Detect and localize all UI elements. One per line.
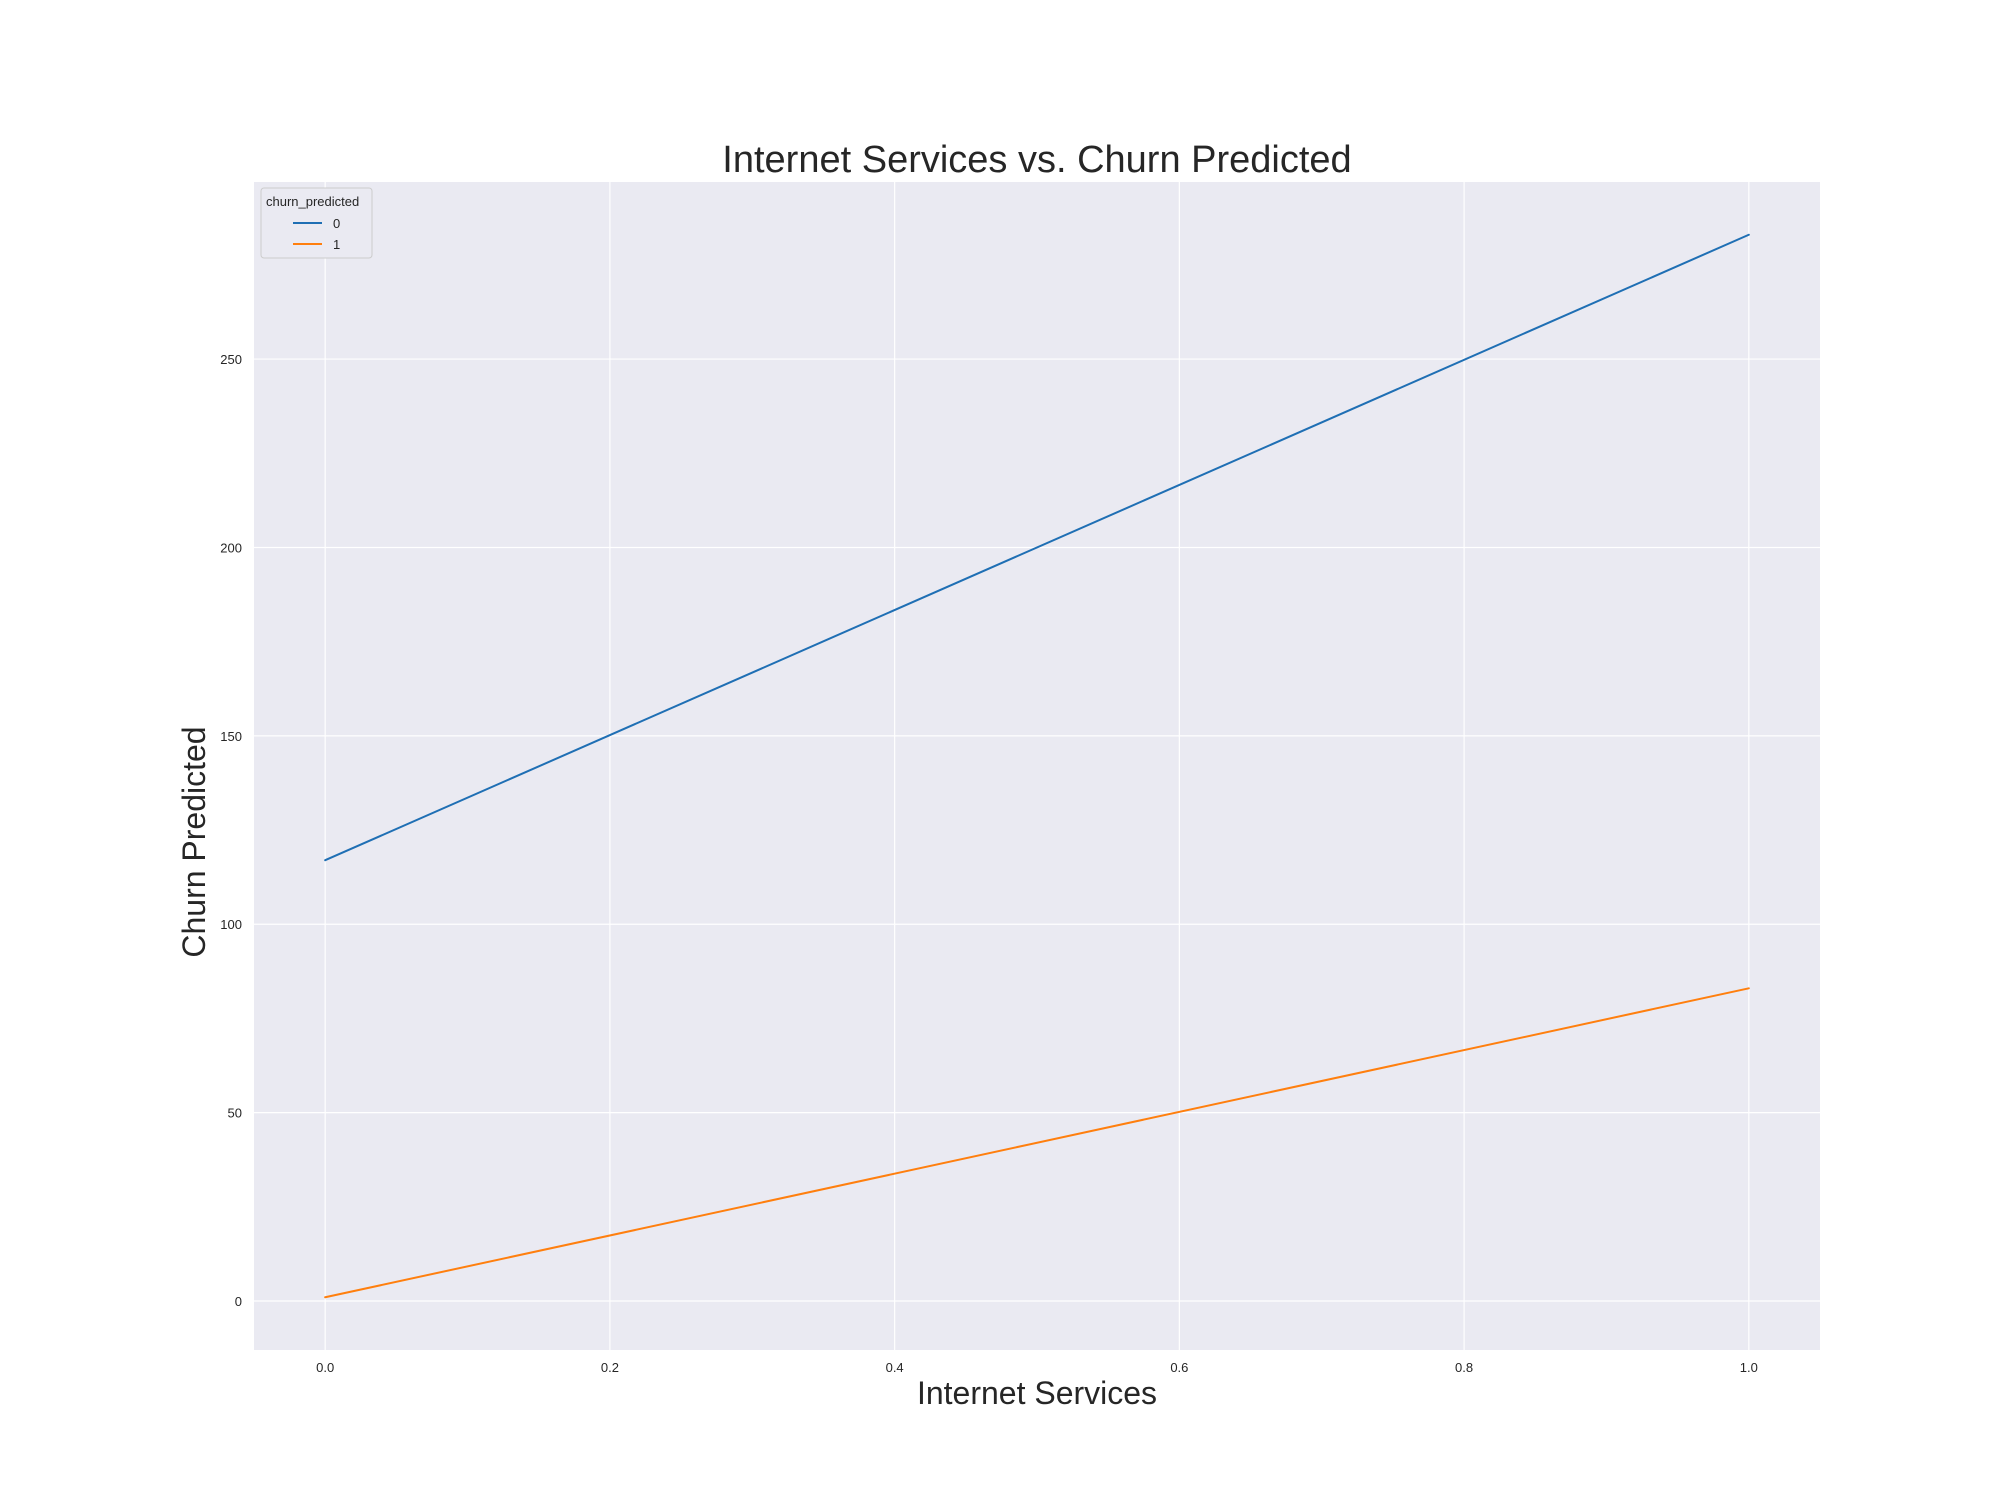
x-tick-label: 0.4 xyxy=(886,1360,904,1375)
legend-title: churn_predicted xyxy=(266,194,359,209)
legend-label-0: 0 xyxy=(333,216,340,231)
series-lines xyxy=(324,233,1750,1299)
chart-title: Internet Services vs. Churn Predicted xyxy=(722,139,1351,181)
x-tick-label: 1.0 xyxy=(1740,1360,1758,1375)
y-tick-label: 250 xyxy=(220,352,242,367)
grid xyxy=(254,182,1820,1350)
y-tick-label: 50 xyxy=(228,1106,242,1121)
x-tick-label: 0.2 xyxy=(601,1360,619,1375)
series-line-0 xyxy=(324,233,1750,862)
x-tick-label: 0.0 xyxy=(316,1360,334,1375)
series-line-1 xyxy=(324,987,1750,1299)
x-tick-label: 0.6 xyxy=(1170,1360,1188,1375)
legend-entries: 01 xyxy=(293,216,340,252)
x-axis-ticks: 0.0 0.2 0.4 0.6 0.8 1.0 xyxy=(316,1360,1758,1375)
x-axis-label: Internet Services xyxy=(917,1375,1157,1411)
y-axis-label: Churn Predicted xyxy=(176,726,212,957)
legend: churn_predicted 01 xyxy=(260,187,373,259)
plot-area xyxy=(254,182,1820,1350)
y-tick-label: 0 xyxy=(235,1294,242,1309)
y-tick-label: 100 xyxy=(220,917,242,932)
y-axis-ticks: 0 50 100 150 200 250 xyxy=(220,352,242,1309)
y-tick-label: 150 xyxy=(220,729,242,744)
x-tick-label: 0.8 xyxy=(1455,1360,1473,1375)
y-tick-label: 200 xyxy=(220,540,242,555)
legend-label-1: 1 xyxy=(333,237,340,252)
